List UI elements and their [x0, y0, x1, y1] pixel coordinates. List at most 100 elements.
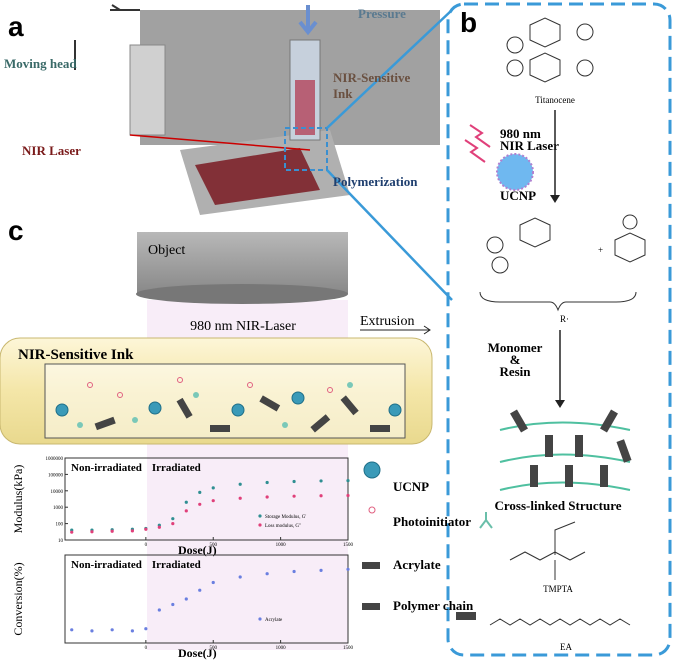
x-tick-label: 1000 — [276, 543, 287, 548]
data-point — [90, 629, 94, 633]
data-point — [319, 568, 323, 573]
titanocene-structure — [506, 17, 594, 83]
data-point — [292, 569, 296, 574]
data-point — [184, 597, 188, 601]
data-point — [238, 496, 242, 500]
panel-label: a — [8, 11, 24, 42]
label-ea: EA — [560, 642, 572, 652]
x-tick-label: 500 — [209, 646, 217, 651]
data-point — [211, 580, 215, 585]
panel-a: a Pressure Moving head NIR-Sensitive Ink… — [4, 4, 453, 301]
label-ucnp: UCNP — [500, 188, 536, 203]
zoom-box — [284, 127, 328, 171]
legend-marker — [258, 617, 262, 621]
data-point — [184, 509, 188, 513]
x-tick-label: 1500 — [343, 543, 354, 548]
crosslinked-network — [499, 409, 632, 491]
y-tick-label: 100000 — [48, 473, 64, 478]
data-point — [211, 499, 215, 503]
label-laser: 980 nm NIR-Laser — [190, 319, 296, 334]
label-monomer: Resin — [499, 364, 531, 379]
label-object: Object — [148, 243, 185, 258]
legend-label: Acrylate — [265, 618, 283, 623]
x-tick-label: 500 — [209, 543, 217, 548]
plot-frame — [64, 457, 349, 541]
x-axis-label: Dose(J) — [178, 543, 217, 557]
data-point — [184, 500, 188, 504]
data-point — [211, 486, 215, 490]
extrusion-arrow — [360, 325, 431, 335]
label-laser: NIR Laser — [22, 143, 81, 158]
panel-c: c Object 980 nm NIR-Laser Extrusion NIR-… — [0, 215, 474, 650]
panel-label: b — [460, 7, 477, 38]
annotation: Irradiated — [152, 559, 201, 571]
data-point — [265, 572, 269, 576]
data-point — [110, 529, 114, 533]
data-point — [157, 525, 161, 529]
laser-beam — [129, 134, 311, 151]
label-radical: R· — [560, 314, 569, 324]
tmpta-structure — [509, 521, 586, 580]
laser-head — [129, 44, 166, 136]
legend-label: Photoinitiator — [393, 514, 471, 529]
x-tick-label: 0 — [145, 543, 148, 548]
data-point — [198, 502, 202, 506]
data-point — [265, 480, 269, 485]
label-crosslinked: Cross-linked Structure — [495, 498, 622, 513]
data-point — [157, 608, 161, 612]
label-titanocene: Titanocene — [535, 95, 575, 105]
legend-icon — [362, 562, 380, 569]
y-tick-label: 1000000 — [46, 457, 64, 462]
data-point — [292, 494, 296, 498]
data-point — [198, 490, 202, 494]
label-polymerization: Polymerization — [333, 174, 418, 189]
ucnp-particle — [496, 153, 534, 191]
data-point — [238, 482, 242, 486]
legend-icon — [368, 506, 376, 514]
legend-marker — [258, 514, 262, 518]
data-point — [144, 627, 148, 631]
legend-icon — [363, 461, 381, 479]
radical-structures — [486, 214, 646, 274]
annotation: Non-irradiated — [71, 559, 142, 571]
data-point — [319, 479, 323, 483]
x-tick-label: 1500 — [343, 646, 354, 651]
legend-icon — [362, 603, 380, 610]
label-ink: NIR-Sensitive Ink — [18, 347, 134, 363]
ink-particles — [55, 377, 402, 433]
motion-arrows — [74, 4, 140, 70]
data-point — [70, 530, 74, 534]
printed-structure — [195, 148, 320, 205]
legend-marker — [258, 523, 262, 527]
legend-label: Loss modulus, G'' — [265, 524, 301, 529]
data-point — [70, 628, 74, 632]
laser-zigzag — [464, 124, 491, 163]
data-point — [171, 602, 175, 607]
data-point — [238, 575, 242, 579]
label-ink: NIR-Sensitive — [333, 70, 411, 85]
legend-label: Storage Modulus, G' — [265, 515, 306, 520]
plus-sign: + — [598, 245, 603, 255]
data-point — [110, 628, 114, 632]
data-point — [198, 588, 202, 592]
label-tmpta: TMPTA — [543, 584, 573, 594]
acrylate-icon — [479, 512, 493, 529]
arrow-head — [555, 400, 565, 408]
plot-frame — [64, 554, 349, 644]
data-point — [90, 530, 94, 534]
data-point — [130, 529, 134, 533]
y-tick-label: 1000 — [53, 506, 64, 511]
data-point — [292, 479, 296, 484]
annotation: Non-irradiated — [71, 462, 142, 474]
zoom-line — [326, 9, 453, 129]
y-tick-label: 10000 — [51, 490, 64, 495]
x-axis-label: Dose(J) — [178, 646, 217, 660]
panel-b: b Titanocene 980 nm NIR Laser UCNP + R· … — [446, 2, 672, 657]
data-point — [319, 494, 323, 498]
zoom-line — [326, 169, 453, 301]
panel-frame — [446, 2, 672, 657]
pressure-arrow — [298, 5, 318, 36]
label-monomer: Monomer — [488, 340, 543, 355]
label-ink: Ink — [333, 86, 353, 101]
